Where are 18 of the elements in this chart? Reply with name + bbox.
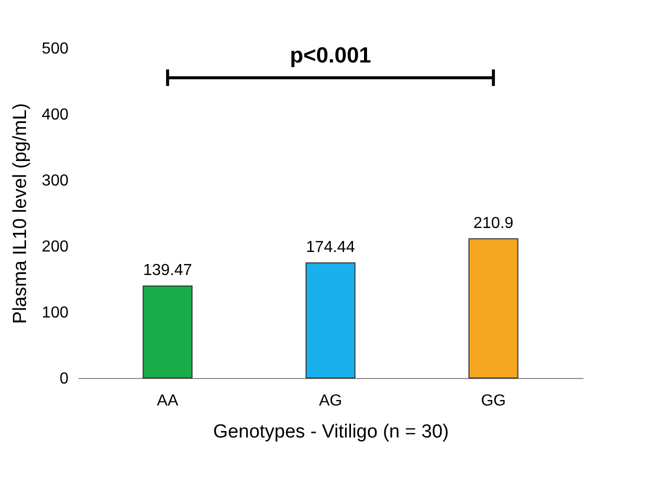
y-tick-label: 0 [60,370,69,388]
bar [306,262,356,378]
y-tick-label: 300 [42,172,69,190]
bar [142,285,193,378]
y-tick-label: 500 [42,40,69,58]
y-tick-label: 100 [42,304,69,322]
x-tick-label: AG [318,392,342,410]
y-tick-label: 200 [42,238,69,256]
y-axis-title: Plasma IL10 level (pg/mL) [10,103,31,324]
data-label: 139.47 [143,262,192,279]
annotation: p<0.001 [290,42,372,68]
x-tick-label: AA [156,392,179,410]
data-label: 210.9 [473,214,514,232]
y-tick-label: 400 [42,106,69,124]
x-tick-label: GG [480,392,506,410]
bar [468,238,518,378]
data-label: 174.44 [306,238,356,256]
x-axis-title: Genotypes - Vitiligo (n = 30) [213,422,449,442]
